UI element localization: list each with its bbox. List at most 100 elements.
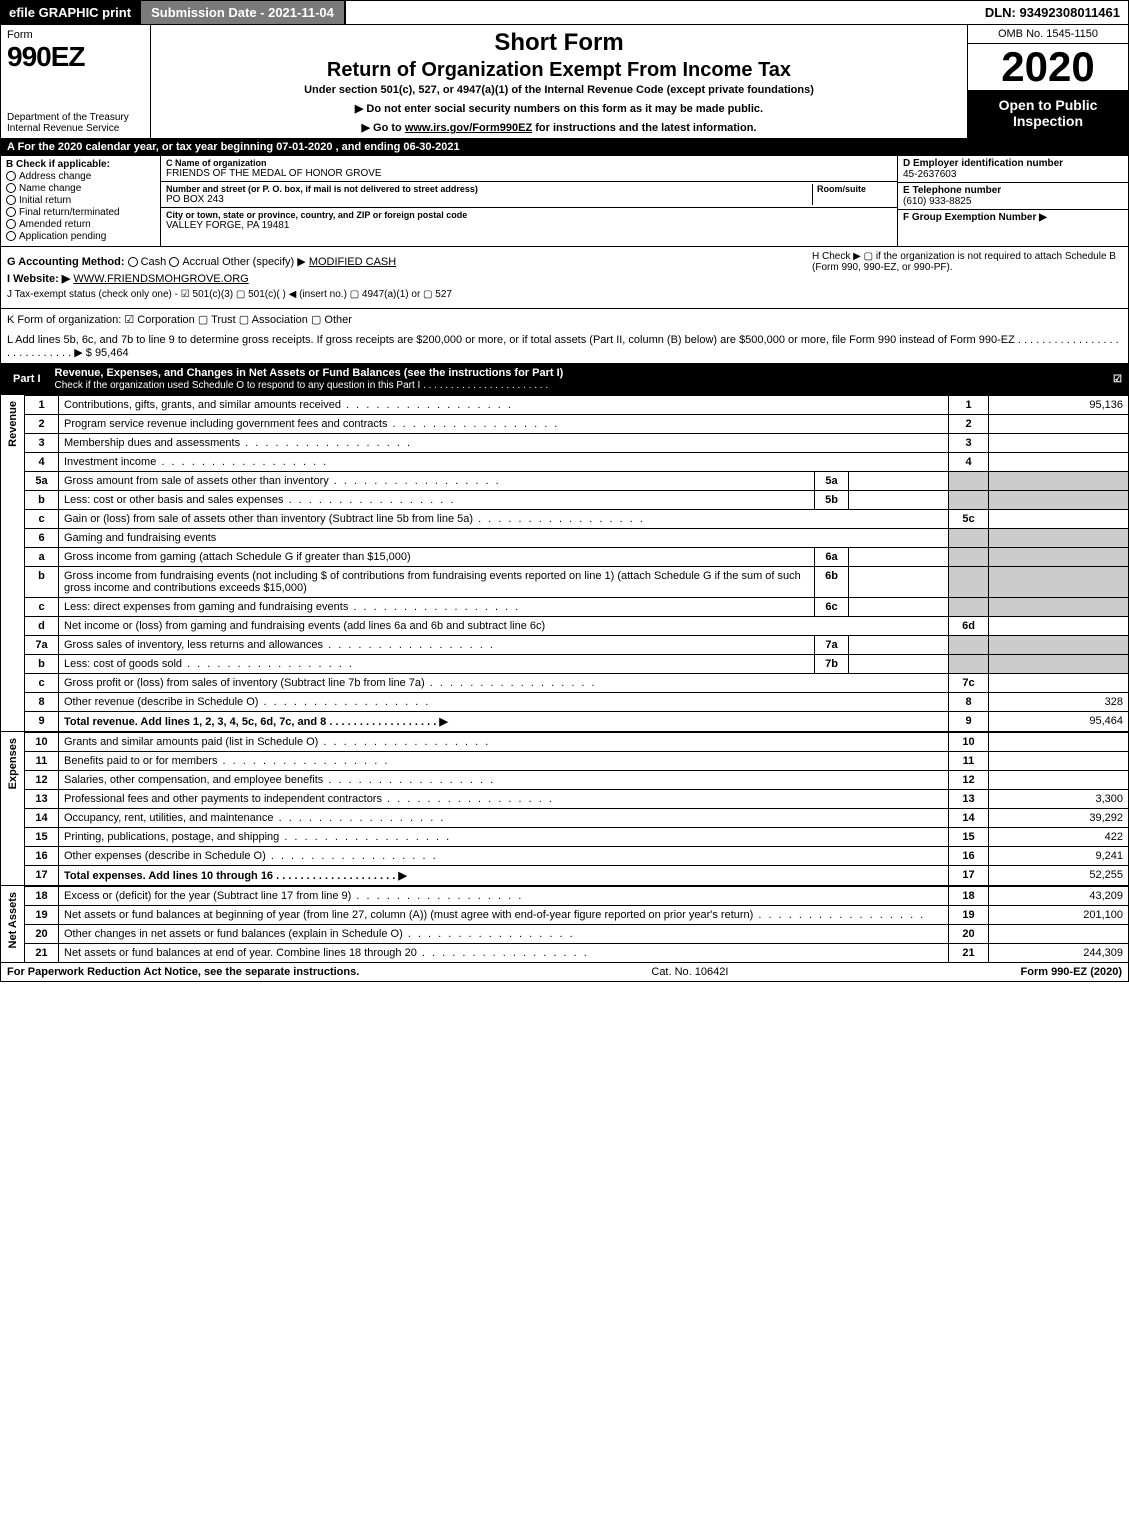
revenue-side-label: Revenue — [0, 395, 24, 732]
chk-final-return[interactable]: Final return/terminated — [6, 207, 155, 218]
row-19: 19Net assets or fund balances at beginni… — [25, 906, 1129, 925]
l-amount: 95,464 — [95, 347, 129, 359]
row-15: 15Printing, publications, postage, and s… — [25, 828, 1129, 847]
chk-initial-return[interactable]: Initial return — [6, 195, 155, 206]
row-17: 17Total expenses. Add lines 10 through 1… — [25, 866, 1129, 886]
spacer — [346, 1, 977, 24]
ein-cell: D Employer identification number 45-2637… — [898, 156, 1128, 183]
column-def: D Employer identification number 45-2637… — [898, 156, 1128, 246]
footer-cat-no: Cat. No. 10642I — [359, 966, 1020, 978]
row-11: 11Benefits paid to or for members11 — [25, 752, 1129, 771]
room-label: Room/suite — [817, 184, 892, 194]
row-12: 12Salaries, other compensation, and empl… — [25, 771, 1129, 790]
g-other: Other (specify) ▶ — [222, 256, 306, 268]
row-7b: bLess: cost of goods sold7b — [25, 655, 1129, 674]
part-1-label: Part I — [7, 373, 47, 385]
street-cell: Number and street (or P. O. box, if mail… — [161, 182, 897, 208]
row-5b: bLess: cost or other basis and sales exp… — [25, 491, 1129, 510]
dept-treasury: Department of the Treasury — [7, 112, 144, 123]
expenses-side-label: Expenses — [0, 732, 24, 886]
g-accrual-circ[interactable] — [169, 257, 179, 267]
line-a: A For the 2020 calendar year, or tax yea… — [0, 139, 1129, 156]
city-label: City or town, state or province, country… — [166, 210, 892, 220]
top-bar: efile GRAPHIC print Submission Date - 20… — [0, 0, 1129, 25]
short-form-title: Short Form — [159, 29, 959, 57]
omb-number: OMB No. 1545-1150 — [968, 25, 1128, 44]
footer-form-ref: Form 990-EZ (2020) — [1021, 966, 1122, 978]
g-cash-circ[interactable] — [128, 257, 138, 267]
i-label: I Website: ▶ — [7, 273, 70, 285]
revenue-section: Revenue 1Contributions, gifts, grants, a… — [0, 395, 1129, 732]
group-exempt-label: F Group Exemption Number ▶ — [903, 212, 1123, 223]
org-name-cell: C Name of organization FRIENDS OF THE ME… — [161, 156, 897, 182]
arrow-line-2: ▶ Go to www.irs.gov/Form990EZ for instru… — [159, 121, 959, 134]
part-1-header: Part I Revenue, Expenses, and Changes in… — [0, 364, 1129, 395]
row-6a: aGross income from gaming (attach Schedu… — [25, 548, 1129, 567]
open-to-public: Open to Public Inspection — [968, 91, 1128, 138]
bcdef-section: B Check if applicable: Address change Na… — [0, 156, 1129, 247]
column-b: B Check if applicable: Address change Na… — [1, 156, 161, 246]
part-1-sub: Check if the organization used Schedule … — [55, 380, 549, 391]
footer-left: For Paperwork Reduction Act Notice, see … — [7, 966, 359, 978]
row-6b: bGross income from fundraising events (n… — [25, 567, 1129, 598]
line-k: K Form of organization: ☑ Corporation ▢ … — [0, 309, 1129, 330]
chk-amended-return[interactable]: Amended return — [6, 219, 155, 230]
org-name-label: C Name of organization — [166, 158, 892, 168]
g-cash: Cash — [141, 256, 167, 268]
chk-address-change[interactable]: Address change — [6, 171, 155, 182]
row-7c: cGross profit or (loss) from sales of in… — [25, 674, 1129, 693]
instructions-link[interactable]: www.irs.gov/Form990EZ — [405, 122, 532, 134]
street-label: Number and street (or P. O. box, if mail… — [166, 184, 812, 194]
dln-label: DLN: 93492308011461 — [977, 1, 1128, 24]
header-center: Short Form Return of Organization Exempt… — [151, 25, 968, 138]
phone-value: (610) 933-8825 — [903, 196, 1123, 207]
g-label: G Accounting Method: — [7, 256, 125, 268]
row-18: 18Excess or (deficit) for the year (Subt… — [25, 887, 1129, 906]
row-4: 4Investment income4 — [25, 453, 1129, 472]
part-1-checkbox[interactable]: ☑ — [1113, 374, 1122, 385]
row-6d: dNet income or (loss) from gaming and fu… — [25, 617, 1129, 636]
department-label: Department of the Treasury Internal Reve… — [7, 112, 144, 134]
row-6c: cLess: direct expenses from gaming and f… — [25, 598, 1129, 617]
efile-label[interactable]: efile GRAPHIC print — [1, 1, 139, 24]
row-6: 6Gaming and fundraising events — [25, 529, 1129, 548]
row-20: 20Other changes in net assets or fund ba… — [25, 925, 1129, 944]
l-text: L Add lines 5b, 6c, and 7b to line 9 to … — [7, 334, 1119, 359]
website-link[interactable]: WWW.FRIENDSMOHGROVE.ORG — [73, 273, 248, 285]
dept-irs: Internal Revenue Service — [7, 123, 144, 134]
header-left: Form 990EZ Department of the Treasury In… — [1, 25, 151, 138]
row-16: 16Other expenses (describe in Schedule O… — [25, 847, 1129, 866]
header-right: OMB No. 1545-1150 2020 Open to Public In… — [968, 25, 1128, 138]
row-13: 13Professional fees and other payments t… — [25, 790, 1129, 809]
ein-value: 45-2637603 — [903, 169, 1123, 180]
part-1-title: Revenue, Expenses, and Changes in Net As… — [55, 367, 1114, 391]
tax-year: 2020 — [968, 44, 1128, 91]
chk-application-pending[interactable]: Application pending — [6, 231, 155, 242]
column-c: C Name of organization FRIENDS OF THE ME… — [161, 156, 898, 246]
arrow-line-1: ▶ Do not enter social security numbers o… — [159, 102, 959, 115]
phone-cell: E Telephone number (610) 933-8825 — [898, 183, 1128, 210]
netassets-side-label: Net Assets — [0, 886, 24, 963]
row-5a: 5aGross amount from sale of assets other… — [25, 472, 1129, 491]
street-value: PO BOX 243 — [166, 194, 812, 205]
phone-label: E Telephone number — [903, 185, 1123, 196]
city-cell: City or town, state or province, country… — [161, 208, 897, 233]
b-label: B Check if applicable: — [6, 159, 110, 170]
row-10: 10Grants and similar amounts paid (list … — [25, 733, 1129, 752]
page-footer: For Paperwork Reduction Act Notice, see … — [0, 963, 1129, 982]
line-j: J Tax-exempt status (check only one) - ☑… — [7, 289, 1122, 300]
line-h: H Check ▶ ▢ if the organization is not r… — [812, 251, 1122, 273]
return-title: Return of Organization Exempt From Incom… — [159, 59, 959, 82]
expenses-section: Expenses 10Grants and similar amounts pa… — [0, 732, 1129, 886]
goto-suffix: for instructions and the latest informat… — [532, 122, 756, 134]
expenses-table: 10Grants and similar amounts paid (list … — [24, 732, 1129, 886]
row-7a: 7aGross sales of inventory, less returns… — [25, 636, 1129, 655]
line-i: I Website: ▶ WWW.FRIENDSMOHGROVE.ORG — [7, 272, 1122, 285]
row-8: 8Other revenue (describe in Schedule O)8… — [25, 693, 1129, 712]
line-l: L Add lines 5b, 6c, and 7b to line 9 to … — [0, 330, 1129, 364]
row-1: 1Contributions, gifts, grants, and simil… — [25, 396, 1129, 415]
under-section: Under section 501(c), 527, or 4947(a)(1)… — [159, 84, 959, 96]
g-accrual: Accrual — [182, 256, 219, 268]
ein-label: D Employer identification number — [903, 158, 1123, 169]
chk-name-change[interactable]: Name change — [6, 183, 155, 194]
